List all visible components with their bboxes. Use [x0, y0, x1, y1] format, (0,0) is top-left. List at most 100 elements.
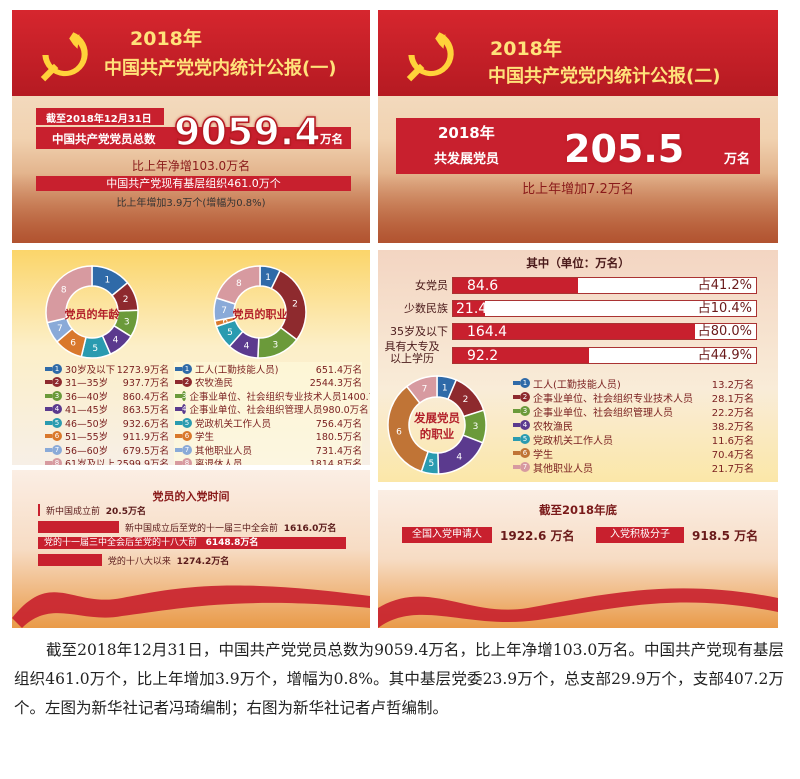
- legend-number-badge: 6: [175, 431, 192, 442]
- donut-segment-number: 6: [70, 339, 76, 349]
- donut-segment-number: 3: [473, 422, 479, 432]
- increase: 比上年增加7.2万名: [522, 182, 634, 197]
- legend-number-badge: 6: [513, 448, 530, 458]
- legend-item: 2 31—35岁 937.7万名: [44, 376, 169, 390]
- total-value: 9059.4: [173, 109, 321, 155]
- donut-segment-number: 1: [265, 273, 271, 283]
- breakdown-label: 女党员: [415, 279, 448, 292]
- panel-header: 2018年 中国共产党党内统计公报(二): [378, 10, 778, 96]
- legend-number-badge: 4: [45, 404, 62, 415]
- legend-value: 11.6万名: [711, 435, 754, 447]
- legend-number-badge: 2: [513, 392, 530, 402]
- legend-label: 41—45岁: [65, 405, 109, 417]
- join-time-row: 党的十八大以来 1274.2万名: [38, 554, 230, 567]
- legend-label: 企事业单位、社会组织管理人员: [189, 405, 323, 417]
- legend-label: 农牧渔民: [195, 378, 234, 390]
- total-label: 中国共产党党员总数: [52, 132, 156, 146]
- legend-label: 工人(工勤技能人员): [533, 379, 621, 391]
- donut-segment-number: 8: [236, 279, 242, 289]
- date-tag: 截至2018年12月31日: [36, 108, 164, 125]
- breakdown-bar-fill: [453, 348, 590, 363]
- legend-item: 1 工人(工勤技能人员) 13.2万名: [512, 376, 754, 391]
- red-ribbon-image: [378, 588, 778, 628]
- join-time-value: 1616.0万名: [283, 523, 337, 534]
- legend-value: 21.7万名: [711, 463, 754, 475]
- legend-value: 2544.3万名: [309, 378, 362, 390]
- donut-segment-number: 5: [227, 328, 233, 338]
- orgs-increase: 比上年增加3.9万个(增幅为0.8%): [116, 198, 266, 209]
- legend-number-badge: 1: [45, 363, 62, 374]
- legend-label: 企事业单位、社会组织专业技术人员: [533, 393, 693, 405]
- donut-segment-number: 5: [92, 344, 98, 354]
- legend-value: 28.1万名: [711, 393, 754, 405]
- donut-segment-number: 3: [124, 317, 130, 327]
- legend-item: 6 学生 70.4万名: [512, 446, 754, 461]
- join-time-label: 党的十八大以来: [107, 556, 171, 567]
- breakdown-row: 女党员 84.6 占41.2%: [378, 277, 778, 295]
- join-time-panel: 党员的入党时间 新中国成立前 20.5万名 新中国成立后至党的十一届三中全会前 1…: [12, 470, 370, 628]
- join-time-value: 1274.2万名: [176, 556, 230, 567]
- legend-label: 其他职业人员: [533, 463, 593, 475]
- donut-segment-number: 1: [442, 383, 448, 393]
- legend-value: 180.5万名: [315, 432, 362, 444]
- legend-item: 1 30岁及以下 1273.9万名: [44, 362, 169, 376]
- total-unit: 万名: [320, 132, 343, 146]
- legend-number-badge: 8: [175, 458, 192, 465]
- legend-number-badge: 5: [175, 417, 192, 428]
- new-occupation-legend: 1 工人(工勤技能人员) 13.2万名 2 企事业单位、社会组织专业技术人员 28.1万名…: [512, 376, 754, 475]
- red-ribbon-image: [12, 585, 370, 628]
- legend-value: 1273.9万名: [116, 364, 169, 376]
- new-value: 205.5: [564, 127, 685, 171]
- join-time-value: 6148.8万名: [205, 538, 259, 548]
- legend-value: 860.4万名: [122, 391, 169, 403]
- legend-item: 6 学生 180.5万名: [174, 430, 362, 444]
- join-time-label: 新中国成立前: [46, 506, 101, 517]
- breakdown-bar: 92.2 占44.9%: [452, 347, 757, 364]
- breakdown-label: 少数民族: [404, 302, 448, 315]
- donut-segment-8: [215, 265, 261, 305]
- donut-segment-6: [387, 385, 430, 473]
- donut-segment-8: [45, 265, 93, 324]
- donut-segment-number: 7: [422, 385, 428, 395]
- age-legend: 1 30岁及以下 1273.9万名 2 31—35岁 937.7万名 3 36—40岁 860.…: [44, 362, 169, 465]
- legend-number-badge: 3: [45, 390, 62, 401]
- breakdown-label: 35岁及以下: [390, 325, 448, 338]
- legend-value: 22.2万名: [711, 407, 754, 419]
- breakdown-bar: 84.6 占41.2%: [452, 277, 757, 294]
- legend-item: 7 其他职业人员 731.4万名: [174, 443, 362, 457]
- breakdown-row: 35岁及以下 164.4 占80.0%: [378, 323, 778, 341]
- legend-label: 企事业单位、社会组织管理人员: [533, 407, 673, 419]
- legend-item: 5 党政机关工作人员 756.4万名: [174, 416, 362, 430]
- activists-label: 入党积极分子: [596, 527, 684, 543]
- legend-number-badge: 2: [175, 377, 192, 388]
- legend-number-badge: 3: [174, 390, 187, 401]
- legend-value: 937.7万名: [122, 378, 169, 390]
- base-orgs: 中国共产党现有基层组织461.0万个: [36, 176, 351, 191]
- join-time-title: 党员的入党时间: [152, 490, 230, 503]
- breakdown-title: 其中（单位：万名）: [526, 256, 630, 270]
- photo-caption: 截至2018年12月31日，中国共产党党员总数为9059.4万名，比上年净增10…: [14, 641, 784, 717]
- donut-segment-number: 5: [429, 459, 435, 469]
- breakdown-bar-fill: [453, 278, 578, 293]
- legend-value: 731.4万名: [315, 445, 362, 457]
- hammer-sickle-icon: [406, 32, 454, 82]
- legend-value: 70.4万名: [711, 449, 754, 461]
- legend-item: 7 56—60岁 679.5万名: [44, 443, 169, 457]
- new-members-box: 2018年 共发展党员 万名: [396, 118, 760, 174]
- legend-value: 1814.8万名: [309, 459, 362, 465]
- panel-header: 2018年 中国共产党党内统计公报(一): [12, 10, 370, 96]
- year-end-title: 截至2018年底: [538, 503, 617, 517]
- breakdown-value: 21.4: [456, 301, 488, 317]
- page-title: 中国共产党党内统计公报(二): [488, 66, 721, 87]
- legend-label: 36—40岁: [65, 391, 109, 403]
- join-time-row: 党的十一届三中全会后至党的十八大前 6148.8万名: [38, 537, 346, 549]
- occupation-donut-chart: 1 2 3 4 567 8: [213, 265, 307, 359]
- legend-item: 2 企事业单位、社会组织专业技术人员 28.1万名: [512, 390, 754, 405]
- legend-label: 学生: [533, 449, 553, 461]
- donut-segment-number: 6: [222, 317, 228, 327]
- breakdown-value: 84.6: [467, 278, 499, 294]
- breakdown-row: 具有大专及以上学历 92.2 占44.9%: [378, 341, 778, 365]
- legend-item: 2 农牧渔民 2544.3万名: [174, 376, 362, 390]
